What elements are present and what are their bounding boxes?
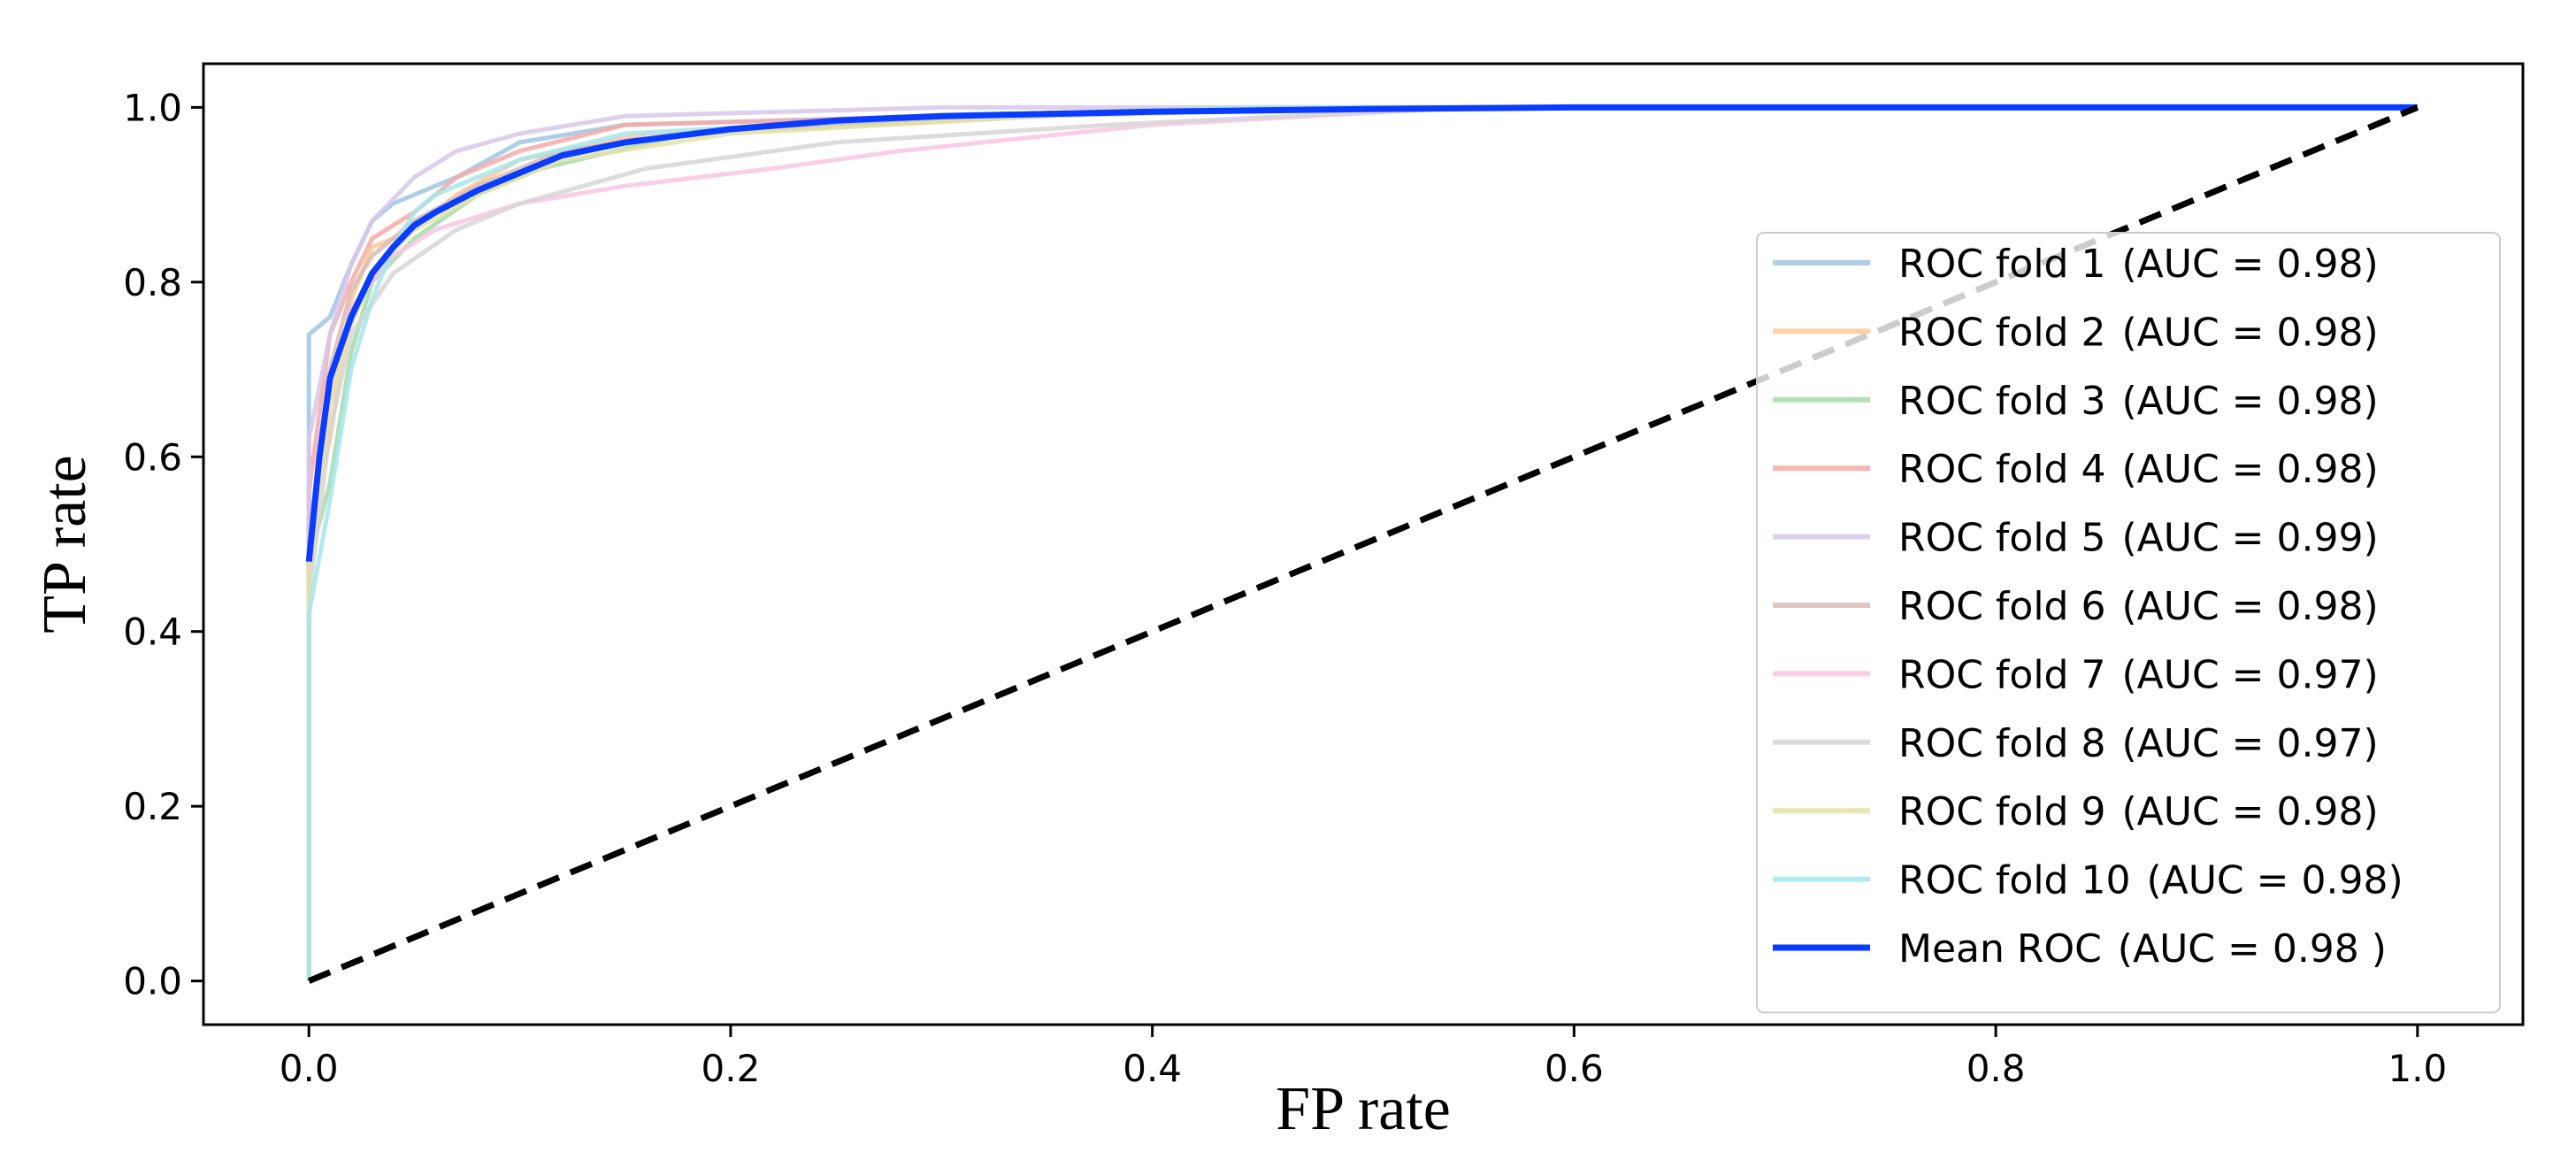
legend-series-name: ROC fold 6 [1898,584,2105,629]
legend-label: ROC fold 10 (AUC = 0.98) [1898,858,2404,903]
legend-series-name: ROC fold 8 [1898,721,2105,766]
x-axis-title: FP rate [1276,1075,1451,1143]
mean-roc-curve [305,104,2418,563]
legend-series-name: ROC fold 7 [1898,652,2105,697]
legend-label: ROC fold 6 (AUC = 0.98) [1898,584,2379,629]
y-tick-label: 0.6 [123,435,182,479]
legend-auc: (AUC = 0.98) [2121,447,2378,492]
legend-series-name: ROC fold 2 [1898,310,2105,355]
legend-series-name: ROC fold 4 [1898,447,2105,492]
legend-series-name: ROC fold 5 [1898,516,2105,561]
x-tick-label: 0.0 [280,1047,339,1090]
legend-series-name: ROC fold 1 [1898,242,2105,287]
ticks-layer: 0.0 0.2 0.4 0.6 0.8 1.0 0.0 0.2 0.4 0.6 0.8 1.0 [123,86,2447,1090]
chance-diagonal-line [307,104,2419,984]
x-tick-label: 0.6 [1545,1047,1604,1090]
x-tick-label: 0.4 [1123,1047,1182,1090]
y-tick-label: 0.0 [123,960,182,1003]
legend-auc: (AUC = 0.98) [2121,789,2378,834]
legend-box [1756,232,2501,1014]
x-tick-label: 0.2 [702,1047,761,1090]
y-tick-label: 0.8 [123,261,182,304]
curves-layer [305,104,2419,984]
x-tick-label: 1.0 [2388,1047,2447,1090]
legend-auc: (AUC = 0.98) [2121,310,2378,355]
legend-series-name: ROC fold 10 [1898,858,2130,903]
legend-series-name: ROC fold 3 [1898,379,2105,424]
legend-label: ROC fold 4 (AUC = 0.98) [1898,447,2379,492]
legend-auc: (AUC = 0.98 ) [2118,926,2387,972]
legend-label: ROC fold 3 (AUC = 0.98) [1898,379,2379,424]
legend-auc: (AUC = 0.97) [2121,721,2378,766]
roc-curve-fold-4 [306,104,2418,981]
legend-series-name: ROC fold 9 [1898,789,2105,834]
legend-label: Mean ROC (AUC = 0.98 ) [1898,926,2387,972]
legend: ROC fold 1 (AUC = 0.98) ROC fold 2 (AUC = 0… [1756,232,2501,1014]
legend-auc: (AUC = 0.98) [2121,242,2378,287]
plot-frame [202,62,2525,1026]
y-tick-label: 0.2 [123,785,182,828]
legend-auc: (AUC = 0.98) [2146,858,2403,903]
y-axis-title: TP rate [31,455,99,634]
y-tick-label: 1.0 [123,86,182,129]
legend-auc: (AUC = 0.99) [2121,516,2378,561]
legend-auc: (AUC = 0.98) [2121,379,2378,424]
legend-series-name: Mean ROC [1898,926,2102,972]
legend-label: ROC fold 2 (AUC = 0.98) [1898,310,2379,355]
legend-auc: (AUC = 0.97) [2121,652,2378,697]
legend-label: ROC fold 8 (AUC = 0.97) [1898,721,2379,766]
legend-label: ROC fold 7 (AUC = 0.97) [1898,652,2379,697]
legend-auc: (AUC = 0.98) [2121,584,2378,629]
x-tick-label: 0.8 [1966,1047,2026,1090]
legend-label: ROC fold 1 (AUC = 0.98) [1898,242,2379,287]
y-tick-label: 0.4 [123,611,182,654]
legend-label: ROC fold 5 (AUC = 0.99) [1898,516,2379,561]
roc-curve-fold-7 [306,104,2418,981]
legend-label: ROC fold 9 (AUC = 0.98) [1898,789,2379,834]
